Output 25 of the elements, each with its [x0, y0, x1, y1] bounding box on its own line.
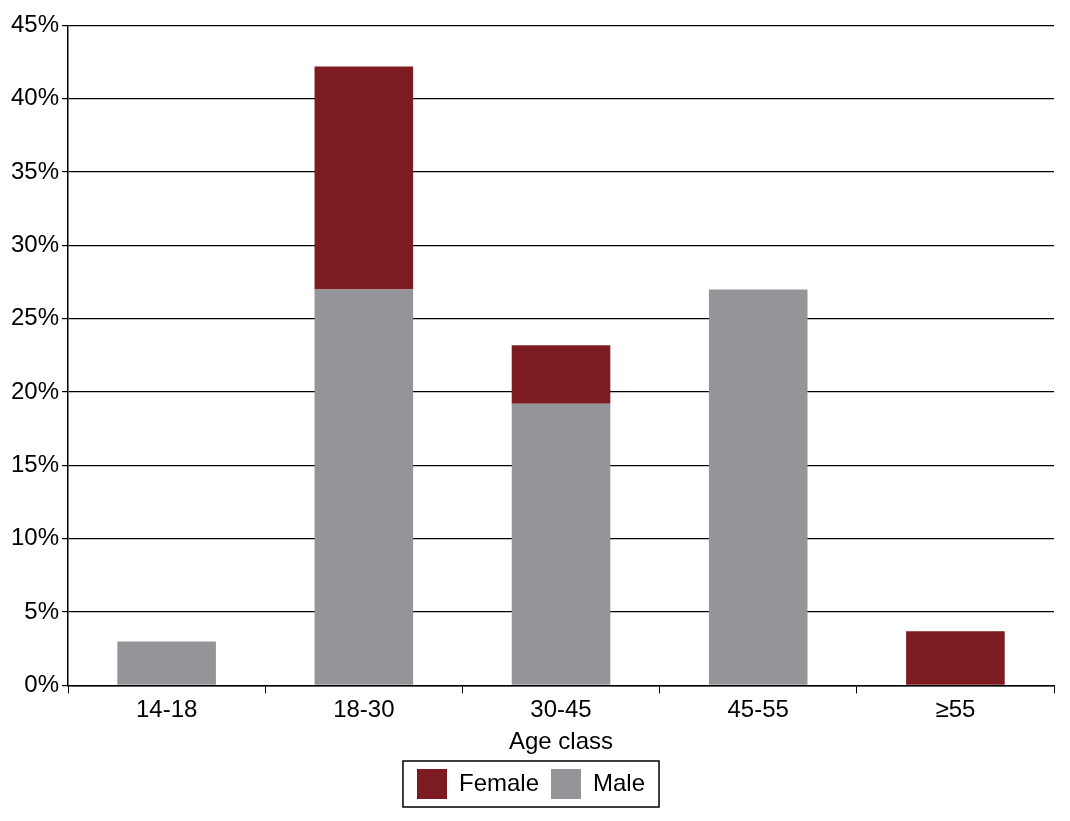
bar — [906, 631, 1005, 685]
x-tick-label: 14-18 — [135, 695, 198, 723]
bar — [511, 345, 611, 404]
x-tick-label: 45-55 — [727, 695, 789, 723]
y-tick-label: 30% — [10, 230, 60, 258]
bar — [314, 66, 414, 290]
x-tick-label: 30-45 — [530, 695, 592, 723]
legend-label: Female — [458, 768, 540, 796]
y-tick-label: 35% — [10, 156, 60, 184]
x-tick-label: 18-30 — [333, 695, 395, 723]
y-tick-label: 10% — [10, 523, 60, 551]
x-tick-label: ≥55 — [935, 695, 976, 723]
y-tick-label: 5% — [24, 596, 60, 624]
y-tick-label: 25% — [10, 303, 60, 331]
legend-label: Male — [593, 768, 646, 796]
bar — [117, 641, 216, 685]
y-tick-label: 15% — [10, 450, 60, 478]
bar — [511, 403, 611, 685]
bar — [314, 289, 414, 685]
y-tick-label: 40% — [10, 83, 60, 111]
y-tick-label: 0% — [24, 670, 60, 698]
bar — [708, 289, 808, 685]
x-axis-title: Age class — [508, 727, 614, 755]
y-tick-label: 20% — [10, 376, 60, 404]
y-tick-label: 45% — [10, 10, 60, 38]
